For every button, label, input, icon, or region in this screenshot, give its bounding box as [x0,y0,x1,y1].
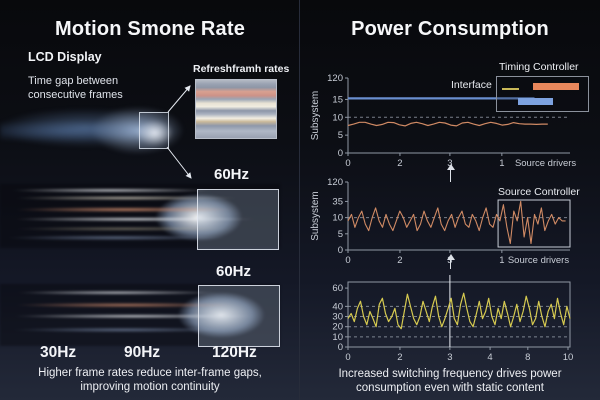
refresh-rates-inset-label: Refreshframh rates [193,63,290,75]
left-caption-line1: Higher frame rates reduce inter-frame ga… [38,367,262,379]
svg-text:0: 0 [338,245,343,256]
frame-highlight-box-1 [197,189,279,250]
up-arrow-1-head [446,164,455,170]
rate-label-30hz: 30Hz [40,344,77,361]
frame-highlight-box-2 [198,285,280,347]
svg-text:Subsystem: Subsystem [310,191,321,240]
svg-text:2: 2 [397,158,402,169]
up-arrow-1-shaft [450,170,451,182]
right-caption-line1: Increased switching frequency drives pow… [338,368,562,380]
right-panel-title: Power Consumption [351,18,549,40]
svg-text:2: 2 [397,255,402,266]
svg-text:120: 120 [327,177,343,188]
svg-text:10: 10 [563,352,574,363]
svg-text:20: 20 [332,322,343,333]
interface-annotation: Interface [451,79,492,91]
connector-to-60hz [166,146,192,179]
connector-lines [166,85,192,179]
legend-box [496,76,589,112]
svg-text:60: 60 [332,283,343,294]
timing-controller-legend: Timing Controller [496,61,589,112]
power-chart-source: 120 35 10 5 00 2 3 1 Source drivers Subsystem [310,177,571,266]
up-arrow-1 [446,164,455,182]
panel-divider [299,0,300,400]
power-chart-interface: 120 15 10 5 00 2 3 1 Source drivers Subsystem [310,73,576,169]
legend-orange-bar-swatch [533,83,579,90]
legend-title: Timing Controller [499,61,579,73]
svg-text:3: 3 [447,158,452,169]
svg-text:3: 3 [447,255,452,266]
right-caption-line2: consumption even with static content [356,381,544,394]
svg-text:35: 35 [332,196,343,207]
svg-text:40: 40 [332,301,343,312]
zoom-region-box [139,112,169,149]
up-arrow-2 [446,254,455,269]
svg-text:0: 0 [338,342,343,353]
legend-yellow-line-swatch [502,88,519,90]
source-controller-annotation: Source Controller [498,186,580,198]
motion-blur-comet-image [0,82,215,170]
motion-streak-image-60hz-2 [0,284,280,346]
connector-to-inset [167,85,191,113]
svg-text:3: 3 [447,352,452,363]
right-caption: Increased switching frequency drives pow… [310,368,590,396]
left-caption-line2: improving motion continuity [80,380,220,393]
svg-text:8: 8 [525,352,530,363]
rate-label-120hz: 120Hz [212,344,257,361]
hz-label-mid: 60Hz [214,166,250,183]
svg-text:120: 120 [327,73,343,84]
svg-text:1: 1 [499,158,504,169]
svg-text:2: 2 [397,352,402,363]
svg-text:0: 0 [345,158,350,169]
refresh-rates-inset-image [195,79,277,139]
lcd-display-label: LCD Display [28,50,102,64]
rate-label-90hz: 90Hz [124,344,161,361]
svg-text:15: 15 [332,94,343,105]
up-arrow-2-head [446,254,455,260]
svg-text:5: 5 [338,229,343,240]
legend-blue-bar-swatch [518,98,553,105]
motion-streak-image-60hz-1 [0,184,280,248]
up-arrow-2-shaft [450,260,451,269]
svg-text:0: 0 [338,148,343,159]
svg-text:Subsystem: Subsystem [310,91,321,140]
left-caption: Higher frame rates reduce inter-frame ga… [10,367,290,395]
svg-text:10: 10 [332,332,343,343]
hz-label-bottom: 60Hz [216,263,252,280]
svg-text:10: 10 [332,112,343,123]
svg-text:Source drivers: Source drivers [508,255,569,266]
svg-text:4: 4 [487,352,492,363]
svg-text:10: 10 [332,213,343,224]
left-panel-title: Motion Smone Rate [54,18,246,40]
svg-text:30: 30 [332,312,343,323]
svg-text:1: 1 [499,255,504,266]
svg-text:Source drivers: Source drivers [515,158,576,169]
svg-text:0: 0 [345,255,350,266]
svg-text:5: 5 [338,130,343,141]
svg-text:0: 0 [345,352,350,363]
